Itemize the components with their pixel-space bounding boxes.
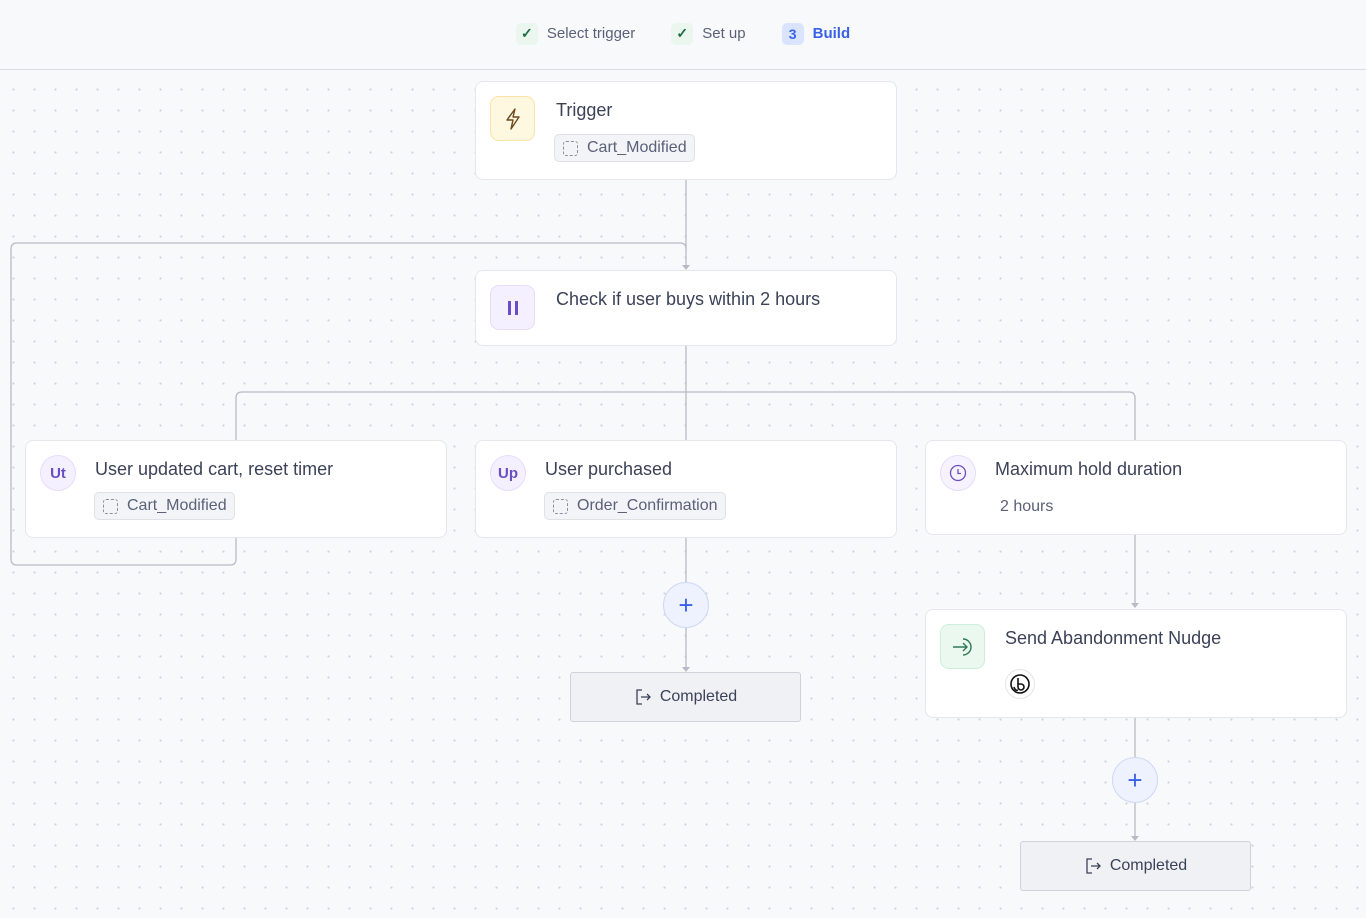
node-title: Maximum hold duration bbox=[995, 459, 1183, 479]
step-build[interactable]: 3 Build bbox=[781, 22, 850, 45]
node-title: User updated cart, reset timer bbox=[95, 459, 334, 479]
duration-text: 2 hours bbox=[1000, 498, 1054, 515]
event-chip: Cart_Modified bbox=[94, 492, 235, 520]
event-chip: Order_Confirmation bbox=[544, 492, 726, 520]
node-title: Send Abandonment Nudge bbox=[1005, 628, 1222, 648]
channel-logo-icon bbox=[1005, 669, 1035, 699]
completed-node[interactable]: Completed bbox=[1020, 841, 1251, 891]
add-step-button[interactable]: + bbox=[663, 582, 709, 628]
node-title: User purchased bbox=[545, 459, 673, 479]
branch-connector bbox=[235, 346, 1136, 440]
step-select-trigger[interactable]: ✓ Select trigger bbox=[515, 22, 635, 45]
event-icon bbox=[103, 499, 118, 514]
event-chip: Cart_Modified bbox=[554, 134, 695, 162]
add-step-button[interactable]: + bbox=[1112, 757, 1158, 803]
send-icon bbox=[940, 624, 985, 669]
send-node[interactable]: Send Abandonment Nudge bbox=[925, 609, 1347, 718]
event-icon bbox=[553, 499, 568, 514]
stepper: ✓ Select trigger ✓ Set up 3 Build bbox=[0, 0, 1366, 70]
branch-badge: Up bbox=[490, 455, 526, 491]
trigger-node[interactable]: Trigger Cart_Modified bbox=[475, 81, 897, 180]
step-number: 3 bbox=[781, 22, 804, 45]
loop-connector bbox=[10, 242, 687, 566]
exit-icon bbox=[636, 689, 651, 705]
node-title: Trigger bbox=[556, 100, 613, 120]
lightning-icon bbox=[490, 96, 535, 141]
node-title: Check if user buys within 2 hours bbox=[556, 289, 821, 309]
check-icon: ✓ bbox=[671, 22, 694, 45]
branch-timeout-node[interactable]: Maximum hold duration 2 hours bbox=[925, 440, 1347, 535]
check-icon: ✓ bbox=[515, 22, 538, 45]
event-icon bbox=[563, 141, 578, 156]
completed-node[interactable]: Completed bbox=[570, 672, 801, 722]
check-node[interactable]: Check if user buys within 2 hours bbox=[475, 270, 897, 346]
branch-purchased-node[interactable]: Up User purchased Order_Confirmation bbox=[475, 440, 897, 538]
arrowheads bbox=[682, 265, 1139, 841]
branch-badge: Ut bbox=[40, 455, 76, 491]
clock-icon bbox=[940, 455, 976, 491]
branch-updated-node[interactable]: Ut User updated cart, reset timer Cart_M… bbox=[25, 440, 447, 538]
step-set-up[interactable]: ✓ Set up bbox=[671, 22, 746, 45]
connector bbox=[685, 535, 1136, 837]
exit-icon bbox=[1086, 858, 1101, 874]
pause-icon bbox=[490, 285, 535, 330]
